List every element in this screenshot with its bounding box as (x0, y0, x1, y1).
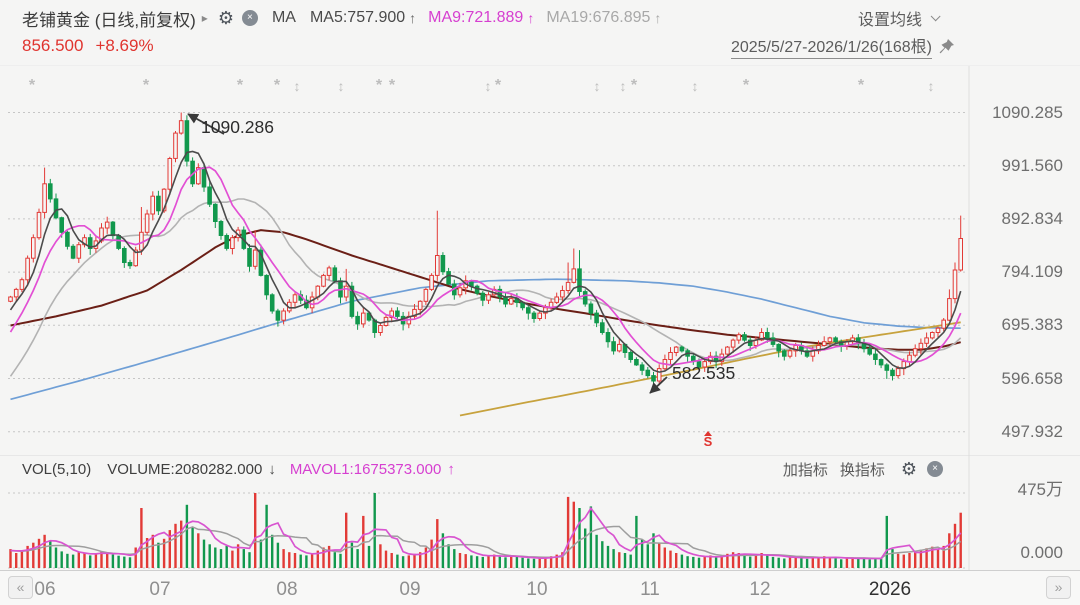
price-axis-label: 596.658 (1001, 369, 1063, 388)
price-axis-label: 695.383 (1001, 315, 1063, 334)
event-updown-arrow-icon[interactable]: ↕ (293, 78, 301, 94)
month-label: 10 (526, 579, 548, 600)
event-star-icon[interactable]: * (857, 77, 865, 94)
event-updown-arrow-icon[interactable]: ↕ (484, 78, 492, 94)
high-annotation: 1090.286 (201, 117, 274, 137)
price-axis-label: 497.932 (1001, 422, 1063, 441)
chevron-down-icon[interactable] (930, 10, 941, 21)
ma9-legend: MA9:721.889 (428, 9, 524, 26)
dividend-split-marker[interactable]: S (700, 431, 716, 448)
month-label: 06 (34, 579, 56, 600)
expander-icon[interactable]: ▸ (201, 11, 208, 25)
pin-icon[interactable] (938, 38, 955, 55)
volume-gear-icon[interactable]: ⚙ (900, 459, 917, 479)
close-icon[interactable]: × (241, 10, 258, 26)
scroll-left-button[interactable]: « (8, 576, 33, 599)
ma5-legend: MA5:757.900 (309, 9, 406, 26)
ma-settings-button[interactable]: 设置均线 (857, 12, 922, 29)
price-axis-label: 1090.285 (992, 103, 1063, 122)
event-star-icon[interactable]: * (742, 77, 750, 94)
event-star-icon[interactable]: * (273, 77, 281, 94)
ma-group-label: MA (271, 9, 296, 26)
price-row: 856.500 +8.69% 2025/5/27-2026/1/26(168根) (0, 33, 1080, 59)
month-label: 07 (149, 579, 171, 600)
event-updown-arrow-icon[interactable]: ↕ (337, 78, 345, 94)
mavol1-value-label: MAVOL1:1675373.000 (289, 460, 442, 478)
event-star-icon[interactable]: * (494, 77, 502, 94)
ma19-legend: MA19:676.895 (546, 9, 651, 26)
mavol1-up-arrow-icon: ↑ (447, 460, 455, 478)
month-label: 11 (640, 579, 660, 600)
ma5-up-arrow-icon: ↑ (409, 10, 417, 26)
time-axis-bar (0, 570, 1080, 605)
event-updown-arrow-icon[interactable]: ↕ (691, 78, 699, 94)
month-label: 08 (276, 579, 298, 600)
scroll-right-button[interactable]: » (1046, 576, 1071, 599)
switch-indicator-button[interactable]: 换指标 (839, 461, 885, 479)
last-price: 856.500 (22, 36, 84, 55)
volume-axis-label: 0.000 (1020, 543, 1063, 562)
month-label: 09 (399, 579, 421, 600)
month-label: 12 (749, 579, 771, 600)
month-label: 2026 (868, 579, 912, 600)
event-star-icon[interactable]: * (630, 77, 638, 94)
event-updown-arrow-icon[interactable]: ↕ (619, 78, 627, 94)
volume-value-label: VOLUME:2080282.000 (107, 460, 263, 478)
split-up-triangle-icon (704, 431, 712, 436)
low-annotation: 582.535 (672, 363, 736, 383)
price-axis-label: 794.109 (1001, 262, 1063, 281)
volume-down-arrow-icon: ↓ (268, 460, 276, 478)
event-updown-arrow-icon[interactable]: ↕ (927, 78, 935, 94)
ma19-up-arrow-icon: ↑ (654, 10, 662, 26)
event-star-icon[interactable]: * (236, 77, 244, 94)
volume-axis-label: 475万 (1017, 480, 1063, 499)
event-star-icon[interactable]: * (142, 77, 150, 94)
visible-range-link[interactable]: 2025/5/27-2026/1/26(168根) (730, 33, 932, 59)
vol-params-label: VOL(5,10) (22, 460, 92, 478)
event-star-icon[interactable]: * (28, 77, 36, 94)
price-axis-label: 892.834 (1001, 209, 1063, 228)
event-star-icon[interactable]: * (388, 77, 396, 94)
ma9-up-arrow-icon: ↑ (527, 10, 535, 26)
add-indicator-button[interactable]: 加指标 (782, 461, 828, 479)
volume-close-icon[interactable]: × (927, 461, 943, 477)
gear-icon[interactable]: ⚙ (217, 8, 234, 28)
price-axis-label: 991.560 (1001, 156, 1063, 175)
change-percent: +8.69% (95, 36, 154, 55)
instrument-title: 老铺黄金 (日线,前复权) (22, 10, 196, 30)
event-star-icon[interactable]: * (375, 77, 383, 94)
volume-indicator-bar: VOL(5,10) VOLUME:2080282.000 ↓ MAVOL1:16… (0, 458, 1080, 480)
chart-header: 老铺黄金 (日线,前复权) ▸ ⚙ × MA MA5:757.900 ↑ MA9… (0, 5, 1080, 31)
event-updown-arrow-icon[interactable]: ↕ (593, 78, 601, 94)
